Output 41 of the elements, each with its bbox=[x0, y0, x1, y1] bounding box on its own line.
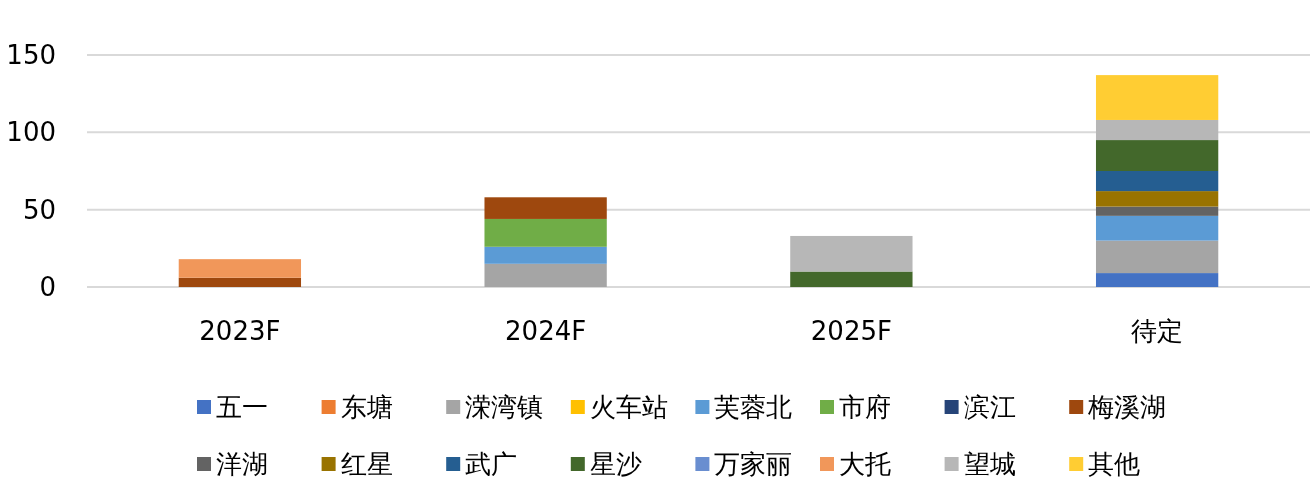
bar bbox=[1095, 75, 1219, 120]
bar bbox=[1095, 119, 1219, 141]
bar bbox=[484, 263, 607, 287]
bar bbox=[1095, 273, 1219, 287]
legend-label: 梅溪湖 bbox=[1087, 392, 1167, 423]
legend-label: 望城 bbox=[963, 449, 1016, 480]
y-tick-label: 100 bbox=[6, 117, 56, 148]
legend-label: 滨江 bbox=[963, 392, 1016, 423]
bar bbox=[178, 259, 302, 278]
legend-label: 万家丽 bbox=[714, 449, 793, 480]
bar bbox=[484, 218, 607, 247]
y-tick-label: 0 bbox=[39, 272, 56, 303]
legend-label: 武广 bbox=[465, 449, 518, 480]
legend-label: 东塘 bbox=[340, 392, 393, 423]
bar bbox=[1095, 240, 1219, 274]
bar bbox=[178, 277, 302, 287]
x-tick-label: 待定 bbox=[1131, 316, 1184, 346]
bar bbox=[790, 235, 913, 272]
x-tick-label: 2024F bbox=[505, 316, 587, 346]
y-tick-label: 150 bbox=[6, 40, 56, 71]
bar bbox=[1095, 215, 1219, 241]
bar bbox=[484, 197, 607, 219]
bar bbox=[1095, 191, 1219, 207]
x-tick-label: 2023F bbox=[199, 316, 281, 346]
bar bbox=[1095, 140, 1219, 171]
legend-label: 红星 bbox=[340, 449, 393, 480]
legend-label: 市府 bbox=[839, 392, 891, 423]
legend-label: 大托 bbox=[839, 449, 891, 480]
x-tick-label: 2025F bbox=[810, 316, 892, 346]
legend-label: 星沙 bbox=[589, 449, 642, 480]
bar bbox=[1095, 171, 1219, 192]
legend-label: 洋湖 bbox=[216, 449, 268, 480]
legend-label: 溁湾镇 bbox=[465, 392, 544, 423]
bar bbox=[1095, 206, 1219, 216]
legend-label: 火车站 bbox=[589, 392, 668, 423]
bar bbox=[484, 246, 607, 264]
y-tick-label: 50 bbox=[22, 194, 56, 225]
legend-label: 五一 bbox=[216, 392, 268, 423]
legend-label: 芙蓉北 bbox=[714, 392, 793, 423]
bar bbox=[790, 271, 913, 287]
legend-label: 其他 bbox=[1088, 449, 1141, 480]
